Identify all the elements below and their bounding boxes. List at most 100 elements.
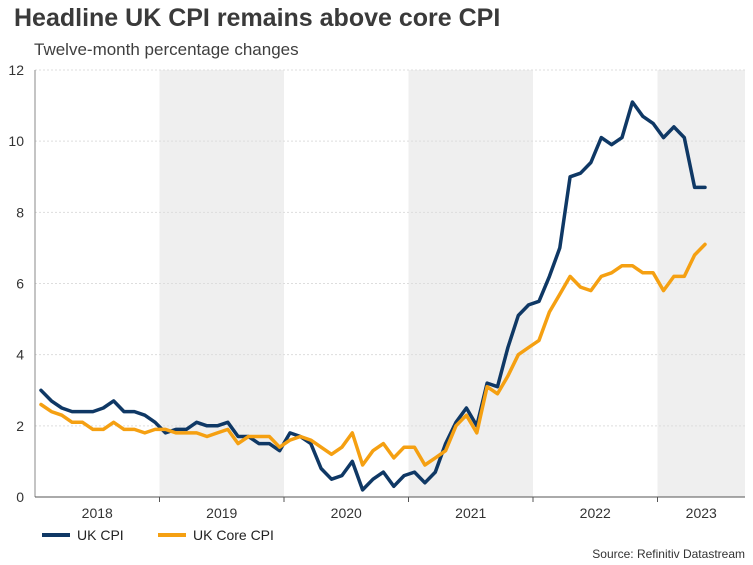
data-point-uk-cpi (216, 424, 219, 427)
data-point-uk-cpi (60, 406, 63, 409)
data-point-uk-core-cpi (237, 442, 240, 445)
data-point-uk-core-cpi (486, 385, 489, 388)
data-point-uk-core-cpi (361, 463, 364, 466)
data-point-uk-cpi (122, 410, 125, 413)
data-point-uk-core-cpi (382, 442, 385, 445)
data-point-uk-core-cpi (205, 435, 208, 438)
data-point-uk-core-cpi (330, 453, 333, 456)
data-point-uk-cpi (672, 125, 675, 128)
data-point-uk-core-cpi (496, 392, 499, 395)
data-point-uk-cpi (569, 175, 572, 178)
data-point-uk-core-cpi (351, 431, 354, 434)
data-point-uk-core-cpi (579, 285, 582, 288)
data-point-uk-cpi (693, 186, 696, 189)
data-point-uk-cpi (465, 406, 468, 409)
data-point-uk-cpi (340, 474, 343, 477)
x-tick-label: 2022 (580, 505, 611, 521)
series-line-uk-core-cpi (39, 242, 707, 467)
data-point-uk-cpi (589, 161, 592, 164)
y-tick-label: 8 (16, 204, 24, 220)
data-point-uk-core-cpi (81, 421, 84, 424)
data-point-uk-core-cpi (693, 253, 696, 256)
data-point-uk-cpi (133, 410, 136, 413)
data-point-uk-core-cpi (102, 428, 105, 431)
data-point-uk-cpi (81, 410, 84, 413)
data-point-uk-core-cpi (672, 275, 675, 278)
data-point-uk-cpi (143, 414, 146, 417)
data-point-uk-core-cpi (39, 403, 42, 406)
data-point-uk-cpi (641, 115, 644, 118)
data-point-uk-cpi (112, 399, 115, 402)
data-point-uk-core-cpi (558, 293, 561, 296)
data-point-uk-core-cpi (454, 424, 457, 427)
data-point-uk-cpi (371, 478, 374, 481)
data-point-uk-core-cpi (371, 449, 374, 452)
data-point-uk-cpi (610, 143, 613, 146)
data-point-uk-core-cpi (174, 431, 177, 434)
data-point-uk-cpi (174, 428, 177, 431)
chart-title: Headline UK CPI remains above core CPI (14, 4, 501, 32)
x-tick-label: 2018 (82, 505, 113, 521)
data-point-uk-core-cpi (216, 431, 219, 434)
data-point-uk-cpi (620, 136, 623, 139)
data-point-uk-cpi (226, 421, 229, 424)
data-point-uk-core-cpi (444, 449, 447, 452)
data-point-uk-core-cpi (506, 374, 509, 377)
data-point-uk-core-cpi (434, 456, 437, 459)
data-point-uk-core-cpi (268, 435, 271, 438)
data-point-uk-cpi (91, 410, 94, 413)
data-point-uk-core-cpi (278, 446, 281, 449)
data-point-uk-core-cpi (247, 435, 250, 438)
data-point-uk-cpi (257, 442, 260, 445)
data-point-uk-core-cpi (112, 421, 115, 424)
data-point-uk-cpi (548, 275, 551, 278)
x-tick-label: 2019 (206, 505, 237, 521)
data-point-uk-cpi (102, 406, 105, 409)
data-point-uk-cpi (506, 346, 509, 349)
data-point-uk-core-cpi (620, 264, 623, 267)
data-point-uk-core-cpi (548, 310, 551, 313)
data-point-uk-cpi (486, 382, 489, 385)
source-note: Source: Refinitiv Datastream (592, 547, 745, 561)
data-point-uk-core-cpi (71, 421, 74, 424)
data-point-uk-cpi (268, 442, 271, 445)
legend-label-uk-cpi: UK CPI (77, 527, 124, 543)
data-point-uk-core-cpi (537, 339, 540, 342)
data-point-uk-core-cpi (288, 438, 291, 441)
data-point-uk-core-cpi (392, 456, 395, 459)
data-point-uk-core-cpi (320, 446, 323, 449)
data-point-uk-core-cpi (60, 414, 63, 417)
data-point-uk-core-cpi (50, 410, 53, 413)
data-point-uk-cpi (237, 435, 240, 438)
data-point-uk-cpi (527, 303, 530, 306)
series-line-uk-cpi (39, 100, 707, 492)
y-tick-label: 6 (16, 276, 24, 292)
data-point-uk-cpi (423, 481, 426, 484)
data-point-uk-core-cpi (91, 428, 94, 431)
data-point-uk-core-cpi (641, 271, 644, 274)
data-point-uk-core-cpi (143, 431, 146, 434)
data-point-uk-core-cpi (164, 428, 167, 431)
data-point-uk-cpi (403, 474, 406, 477)
data-point-uk-cpi (392, 485, 395, 488)
data-point-uk-core-cpi (683, 275, 686, 278)
data-point-uk-core-cpi (600, 275, 603, 278)
y-tick-label: 0 (16, 489, 24, 505)
data-point-uk-core-cpi (703, 243, 706, 246)
data-point-uk-core-cpi (465, 414, 468, 417)
data-point-uk-cpi (185, 428, 188, 431)
data-point-uk-core-cpi (652, 271, 655, 274)
data-point-uk-core-cpi (589, 289, 592, 292)
y-tick-label: 12 (8, 62, 24, 78)
data-point-uk-cpi (683, 136, 686, 139)
data-point-uk-cpi (154, 421, 157, 424)
data-point-uk-cpi (330, 478, 333, 481)
x-tick-label: 2020 (331, 505, 362, 521)
data-point-uk-core-cpi (403, 446, 406, 449)
data-point-uk-core-cpi (662, 289, 665, 292)
data-point-uk-core-cpi (309, 438, 312, 441)
data-point-uk-core-cpi (631, 264, 634, 267)
data-point-uk-core-cpi (226, 428, 229, 431)
data-point-uk-core-cpi (133, 428, 136, 431)
data-point-uk-core-cpi (185, 431, 188, 434)
